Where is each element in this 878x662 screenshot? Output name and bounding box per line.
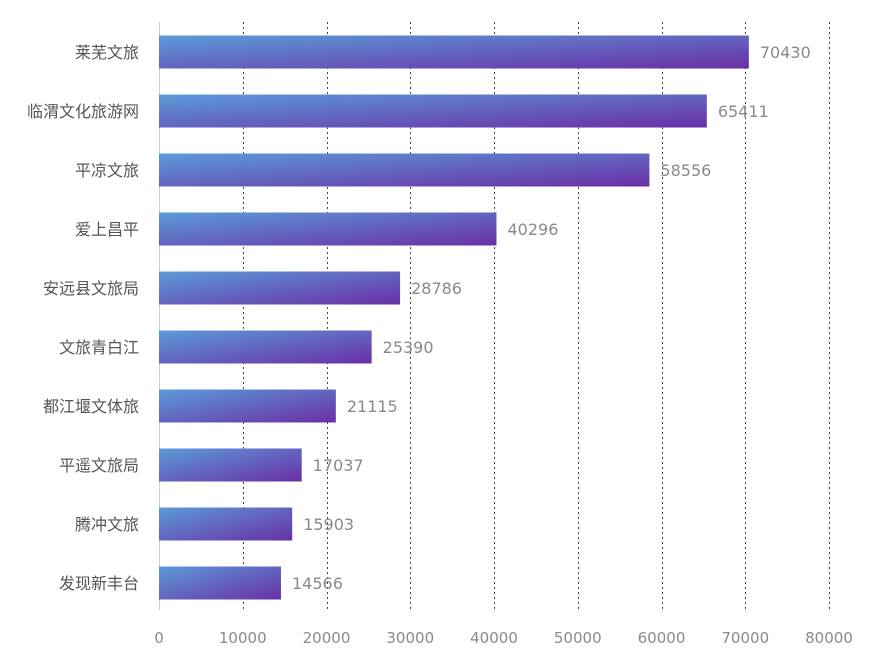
bar xyxy=(159,212,497,246)
x-tick-label: 70000 xyxy=(721,629,769,647)
data-label: 28786 xyxy=(411,279,462,298)
data-label: 25390 xyxy=(383,338,434,357)
bar xyxy=(159,566,281,600)
x-tick-label: 10000 xyxy=(219,629,267,647)
bar xyxy=(159,271,401,305)
data-label: 14566 xyxy=(292,574,343,593)
x-tick-label: 20000 xyxy=(303,629,351,647)
data-label: 40296 xyxy=(507,220,558,239)
x-axis-tick-labels: 0 10000 20000 30000 40000 50000 60000 70000 8000… xyxy=(154,629,853,647)
bar xyxy=(159,507,293,541)
bars xyxy=(159,35,749,600)
category-label: 安远县文旅局 xyxy=(43,279,139,298)
category-labels: 莱芜文旅临渭文化旅游网平凉文旅爱上昌平安远县文旅局文旅青白江都江堰文体旅平遥文旅… xyxy=(27,43,139,593)
bar xyxy=(159,94,707,128)
category-label: 莱芜文旅 xyxy=(75,43,139,62)
category-label: 临渭文化旅游网 xyxy=(27,102,139,121)
bar xyxy=(159,35,749,69)
x-tick-label: 0 xyxy=(154,629,164,647)
category-label: 爱上昌平 xyxy=(75,220,139,239)
x-tick-label: 40000 xyxy=(470,629,518,647)
data-label: 15903 xyxy=(303,515,354,534)
data-label: 17037 xyxy=(313,456,364,475)
x-tick-label: 50000 xyxy=(554,629,602,647)
category-label: 都江堰文体旅 xyxy=(43,397,139,416)
bar xyxy=(159,389,336,423)
x-tick-label: 30000 xyxy=(386,629,434,647)
category-label: 发现新丰台 xyxy=(59,574,139,593)
x-tick-label: 80000 xyxy=(805,629,853,647)
category-label: 腾冲文旅 xyxy=(75,515,139,534)
data-labels: 70430 65411 58556 40296 28786 25390 21115 17037… xyxy=(292,43,811,593)
data-label: 58556 xyxy=(660,161,711,180)
data-label: 65411 xyxy=(718,102,769,121)
x-tick-label: 60000 xyxy=(638,629,686,647)
category-label: 平遥文旅局 xyxy=(59,456,139,475)
category-label: 文旅青白江 xyxy=(59,338,139,357)
bar xyxy=(159,330,372,364)
data-label: 70430 xyxy=(760,43,811,62)
bar xyxy=(159,448,302,482)
bar xyxy=(159,153,650,187)
data-label: 21115 xyxy=(347,397,398,416)
category-label: 平凉文旅 xyxy=(75,161,139,180)
